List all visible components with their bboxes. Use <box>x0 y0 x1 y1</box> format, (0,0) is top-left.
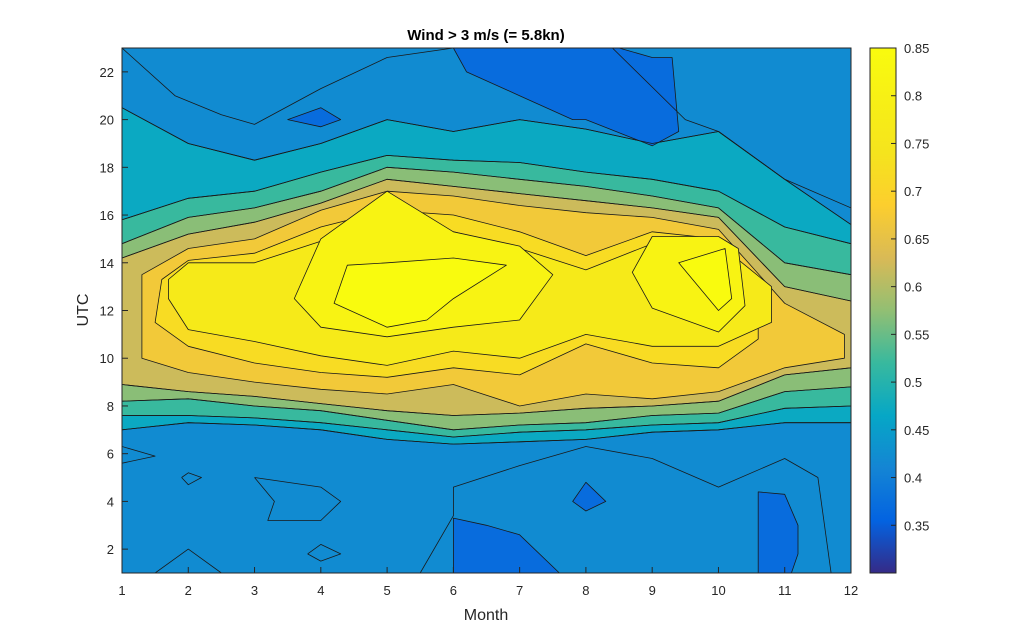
y-tick-label: 18 <box>100 160 114 175</box>
x-tick-label: 11 <box>778 583 792 598</box>
y-tick-label: 2 <box>107 542 114 557</box>
contour-line-5 <box>122 154 851 245</box>
contour-line-14 <box>419 446 832 573</box>
chart-title: Wind > 3 m/s (= 5.8kn) <box>407 27 564 44</box>
contour-line-9 <box>612 48 851 209</box>
x-tick-label: 5 <box>383 583 390 598</box>
colorbar: 0.35 0.4 0.45 0.5 0.55 0.6 0.65 0.7 0.75 0.8 0.85 <box>869 41 929 574</box>
y-tick-label: 8 <box>107 399 114 414</box>
x-tick-label: 1 <box>118 583 125 598</box>
contour-line-10 <box>122 446 156 464</box>
contour-region-15 <box>757 491 799 573</box>
colorbar-ticks: 0.35 0.4 0.45 0.5 0.55 0.6 0.65 0.7 0.75 0.8 0.85 <box>891 41 929 533</box>
contour-line-2 <box>122 386 851 431</box>
contour-line-1 <box>122 405 851 438</box>
contour-region-16 <box>572 481 607 512</box>
colorbar-tick-label: 0.55 <box>904 327 929 342</box>
y-tick-label: 20 <box>100 113 114 128</box>
colorbar-tick-label: 0.6 <box>904 280 922 295</box>
colorbar-gradient <box>869 47 897 574</box>
y-tick-label: 12 <box>100 304 114 319</box>
y-tick-label: 16 <box>100 208 114 223</box>
x-axis-label: Month <box>464 607 508 624</box>
y-tick-label: 6 <box>107 447 114 462</box>
y-tick-label: 4 <box>107 494 114 509</box>
colorbar-tick-label: 0.65 <box>904 232 929 247</box>
x-tick-label: 12 <box>844 583 858 598</box>
contour-line-7 <box>122 178 851 302</box>
colorbar-tick-label: 0.75 <box>904 136 929 151</box>
x-tick-label: 7 <box>516 583 523 598</box>
colorbar-tick-label: 0.35 <box>904 518 929 533</box>
colorbar-tick-label: 0.5 <box>904 375 922 390</box>
y-tick-label: 10 <box>100 351 114 366</box>
contour-line-0 <box>122 422 851 445</box>
contour-line-11 <box>181 472 202 486</box>
colorbar-tick-label: 0.45 <box>904 423 929 438</box>
x-tick-label: 2 <box>185 583 192 598</box>
x-tick-label: 6 <box>450 583 457 598</box>
contour-region-12 <box>452 48 680 147</box>
contour-region-11 <box>678 248 733 311</box>
contour-region-14 <box>452 517 560 573</box>
colorbar-tick-label: 0.85 <box>904 41 929 56</box>
contour-line-6 <box>122 166 851 276</box>
x-tick-label: 10 <box>711 583 725 598</box>
plot-area <box>122 48 851 573</box>
x-tick-label: 8 <box>582 583 589 598</box>
y-axis-label: UTC <box>75 294 92 327</box>
colorbar-tick-label: 0.4 <box>904 471 922 486</box>
contour-line-3 <box>122 367 851 416</box>
contour-fill-layer <box>122 48 851 573</box>
y-tick-label: 22 <box>100 65 114 80</box>
x-axis: 1 2 3 4 5 6 7 8 9 10 11 12 <box>118 567 858 598</box>
y-tick-label: 14 <box>100 256 114 271</box>
y-axis: 2 4 6 8 10 12 14 16 18 20 22 <box>100 65 128 557</box>
contour-line-8 <box>122 48 454 125</box>
contour-line-13 <box>307 544 342 562</box>
contour-region-10 <box>333 257 507 328</box>
contour-line-15 <box>154 548 222 573</box>
colorbar-tick-label: 0.7 <box>904 184 922 199</box>
contour-line-layer <box>122 48 851 573</box>
contour-line-12 <box>254 477 342 521</box>
contour-region-13 <box>287 107 342 128</box>
x-tick-label: 4 <box>317 583 324 598</box>
x-tick-label: 9 <box>649 583 656 598</box>
colorbar-tick-label: 0.8 <box>904 89 922 104</box>
x-tick-label: 3 <box>251 583 258 598</box>
